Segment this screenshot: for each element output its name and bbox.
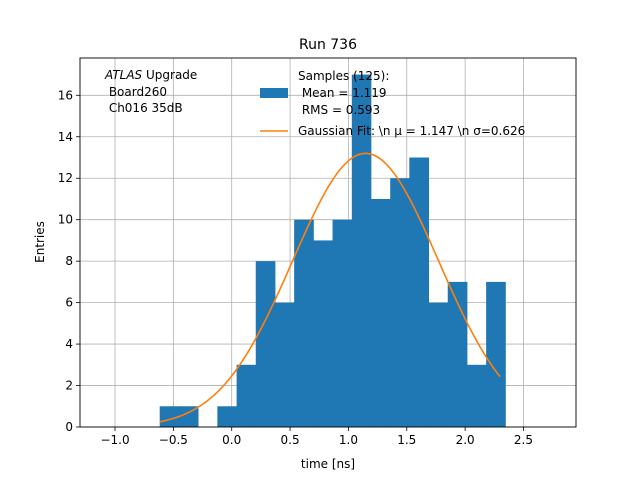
axis-ticks: −1.0 −0.5 0.0 0.5 1.0 1.5 2.0 2.5 0 2 4 6 8 10 12 14 16 (58, 88, 533, 447)
histogram-bar-9 (332, 219, 353, 427)
histogram-bar-10 (351, 74, 372, 428)
x-tick-label-0: −1.0 (100, 433, 129, 447)
legend-histogram-line-2: Mean = 1.119 (298, 86, 387, 100)
histogram-bar-8 (313, 240, 333, 427)
x-tick-label-4: 1.0 (339, 433, 358, 447)
histogram-bar-11 (370, 198, 391, 427)
x-tick-label-5: 1.5 (397, 433, 416, 447)
histogram-bar-17 (486, 281, 506, 427)
x-axis-label: time [ns] (301, 457, 355, 471)
histogram-bar-7 (294, 219, 314, 427)
legend-histogram-line-3: RMS = 0.593 (298, 103, 380, 117)
histogram-bar-1 (178, 406, 199, 427)
x-tick-label-3: 0.5 (281, 433, 300, 447)
y-tick-label-4: 8 (65, 254, 73, 268)
legend-fit-label: Gaussian Fit: \n μ = 1.147 \n σ=0.626 (298, 124, 525, 138)
histogram-bar-16 (466, 364, 487, 427)
chart-title: Run 736 (299, 37, 357, 53)
gaussian-fit-curve (159, 152, 501, 423)
plot-frame (79, 57, 577, 428)
annotation-line-2: Board260 (105, 85, 167, 99)
y-tick-label-1: 2 (65, 379, 73, 393)
y-axis-label: Entries (33, 221, 47, 263)
histogram-bar-3 (217, 406, 238, 427)
y-tick-label-7: 14 (58, 130, 73, 144)
histogram-bar-5 (255, 261, 276, 427)
histogram-bar-6 (275, 302, 295, 427)
legend: Samples (125): Mean = 1.119 RMS = 0.593 … (260, 69, 525, 138)
histogram-bar-4 (236, 364, 257, 427)
histogram-bar-14 (428, 302, 449, 427)
histogram-bar-15 (447, 281, 468, 427)
histogram-bar-0 (159, 406, 180, 427)
legend-histogram-swatch (260, 88, 288, 98)
y-tick-label-3: 6 (65, 296, 73, 310)
y-tick-label-8: 16 (58, 88, 73, 102)
x-tick-label-1: −0.5 (159, 433, 188, 447)
histogram-bar-12 (390, 178, 410, 427)
y-tick-label-0: 0 (65, 420, 73, 434)
histogram-bar-13 (409, 157, 430, 427)
annotation-line-1: ATLAS Upgrade (104, 68, 197, 82)
x-tick-label-2: 0.0 (222, 433, 241, 447)
y-tick-label-6: 12 (58, 171, 73, 185)
y-tick-label-2: 4 (65, 337, 73, 351)
legend-histogram-line-1: Samples (125): (298, 69, 389, 83)
annotation-line-3: Ch016 35dB (105, 101, 183, 115)
x-tick-label-6: 2.0 (456, 433, 475, 447)
y-tick-label-5: 10 (58, 213, 73, 227)
annotation-upgrade: Upgrade (142, 68, 197, 82)
x-tick-label-7: 2.5 (514, 433, 533, 447)
annotation-atlas: ATLAS (104, 68, 143, 82)
experiment-annotation: ATLAS Upgrade Board260 Ch016 35dB (104, 68, 197, 115)
histogram-bars (159, 74, 506, 428)
